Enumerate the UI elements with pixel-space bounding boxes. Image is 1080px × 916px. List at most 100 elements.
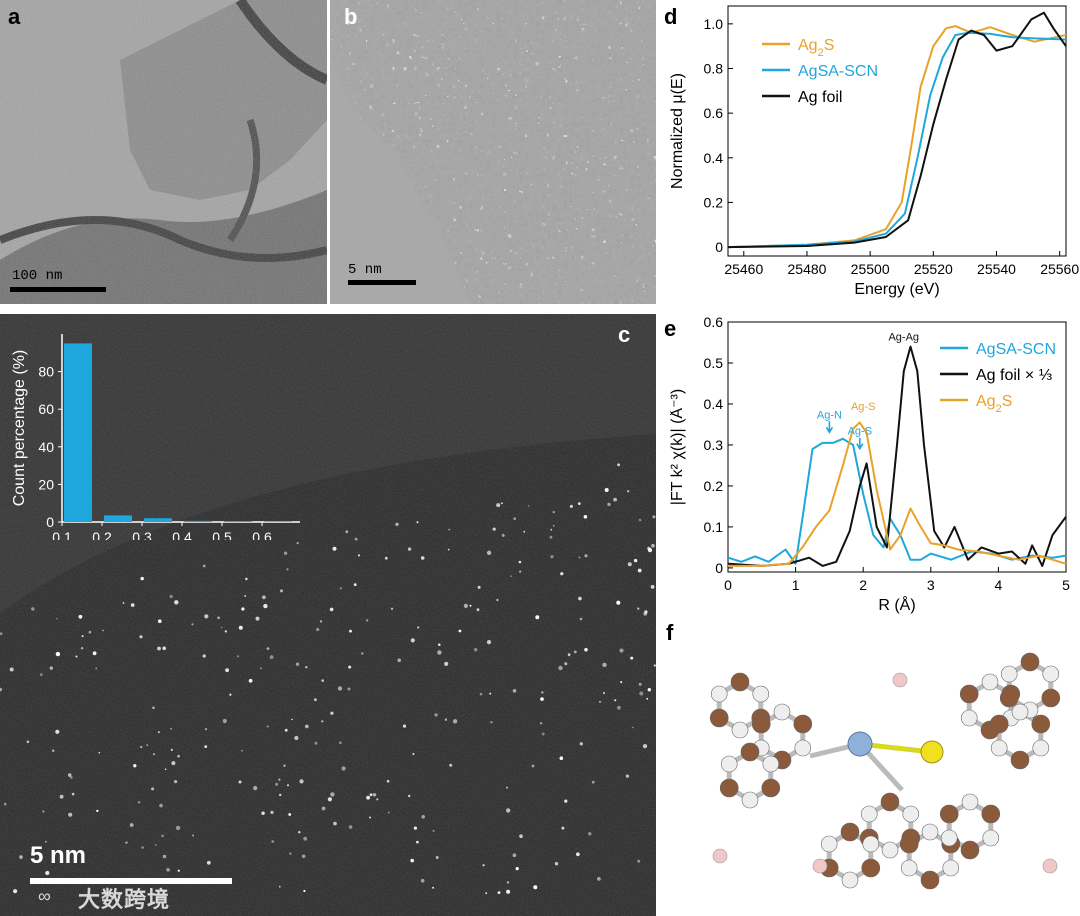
- atom-dot: [390, 607, 394, 610]
- atom-dot: [535, 615, 540, 620]
- atom-dot: [607, 502, 611, 507]
- inset-x-tick-label: 0.4: [172, 529, 192, 540]
- atom-dot: [287, 784, 289, 787]
- atom-dot: [489, 692, 492, 695]
- atom-dot: [583, 515, 588, 519]
- annotation-arrow: [856, 437, 864, 451]
- x-tick-label: 25560: [1040, 261, 1079, 277]
- atom-dot: [166, 868, 170, 872]
- atom-dot: [448, 528, 451, 531]
- atom-dot: [298, 831, 301, 834]
- atom-dot: [617, 463, 620, 467]
- atom-dot: [170, 748, 173, 751]
- atom-dot: [164, 768, 167, 770]
- atom-dot: [140, 576, 144, 581]
- carbon-atom: [880, 792, 900, 812]
- atom-dot: [130, 603, 135, 607]
- molecular-structure-model: [709, 652, 1061, 890]
- atom-dot: [283, 551, 288, 555]
- scalebar-label-c: 5 nm: [30, 842, 87, 869]
- panel-label-d: d: [664, 4, 678, 29]
- atom-dot: [477, 585, 481, 589]
- atom-dot: [341, 766, 346, 771]
- atom-dot: [416, 521, 419, 524]
- single-atom-dots: [0, 463, 656, 895]
- atom-dot: [561, 826, 565, 830]
- atom-dot: [627, 490, 630, 493]
- atom-dot: [13, 889, 18, 894]
- nitrogen-atom: [731, 721, 749, 739]
- atom-dot: [202, 654, 206, 658]
- atom-dot: [0, 687, 2, 692]
- peak-annotation: Ag-S: [851, 401, 875, 413]
- atom-dot: [229, 693, 232, 696]
- atom-dot: [560, 572, 564, 576]
- hydrogen-atom: [712, 848, 728, 864]
- atom-dot: [617, 705, 621, 710]
- atom-dot: [369, 793, 373, 797]
- hrtem-image-b: [330, 0, 656, 304]
- y-tick-label: 0: [715, 560, 723, 576]
- atom-dot: [59, 794, 64, 799]
- atom-dot: [558, 665, 563, 671]
- atom-dot: [506, 889, 511, 894]
- atom-dot: [31, 607, 35, 611]
- exafs-chart: 0 1 2 3 4 5 0 0.1 0.2 0.3 0.4 0.5 0.6 R (Å) |FT k² χ(k…: [670, 314, 1070, 614]
- atom-dot: [139, 635, 143, 639]
- atom-dot: [220, 626, 223, 629]
- nitrogen-atom: [752, 685, 770, 703]
- atom-dot: [157, 646, 161, 651]
- atom-dot: [452, 719, 458, 724]
- atom-dot: [241, 749, 243, 752]
- x-axis-label: Energy (eV): [854, 281, 939, 298]
- atom-dot: [506, 881, 510, 884]
- panel-label-c: c: [618, 322, 631, 347]
- atom-dot: [444, 718, 448, 721]
- atom-dot: [412, 753, 415, 755]
- atom-dot: [154, 844, 157, 846]
- atom-dot: [395, 522, 399, 526]
- carbon-atom: [840, 822, 860, 842]
- atom-dot: [591, 780, 595, 784]
- carbon-atom: [861, 858, 881, 878]
- atom-dot: [597, 877, 601, 881]
- atom-dot: [204, 614, 209, 619]
- atom-dot: [174, 600, 179, 605]
- atom-dot: [569, 504, 573, 508]
- atom-dot: [614, 699, 617, 702]
- histogram-bar: [104, 515, 132, 522]
- atom-dot: [266, 725, 269, 728]
- atom-dot: [620, 681, 623, 684]
- atom-dot: [71, 792, 75, 796]
- xanes-chart: 25460 25480 25500 25520 25540 25560 0 0.2 0.4 0.6…: [670, 5, 1079, 298]
- atom-dot: [402, 724, 407, 728]
- annotation-arrow: [825, 421, 834, 434]
- atom-dot: [496, 503, 501, 508]
- nitrogen-atom: [841, 871, 859, 889]
- x-tick-label: 25520: [914, 261, 953, 277]
- nitrogen-atom: [741, 791, 759, 809]
- atom-dot: [158, 619, 162, 623]
- atom-dot: [366, 795, 370, 800]
- atom-dot: [625, 774, 630, 778]
- inset-y-tick-label: 0: [46, 514, 54, 530]
- atom-dot: [3, 802, 7, 806]
- scalebar-label-a: 100 nm: [12, 268, 63, 284]
- atom-dot: [244, 595, 247, 597]
- atom-dot: [347, 687, 351, 691]
- atom-dot: [299, 779, 304, 784]
- nitrogen-atom: [1032, 739, 1050, 757]
- atom-dot: [241, 607, 245, 611]
- atom-dot: [327, 797, 332, 802]
- series-line: [728, 421, 1067, 567]
- atom-dot: [550, 555, 554, 559]
- atom-dot: [302, 854, 306, 858]
- y-tick-label: 0.2: [704, 478, 724, 494]
- atom-dot: [604, 488, 609, 492]
- atom-dot: [270, 810, 274, 814]
- atom-dot: [650, 585, 655, 589]
- atom-dot: [550, 528, 553, 531]
- panel-label-b: b: [344, 4, 358, 29]
- atom-dot: [222, 718, 227, 724]
- atom-dot: [278, 885, 281, 888]
